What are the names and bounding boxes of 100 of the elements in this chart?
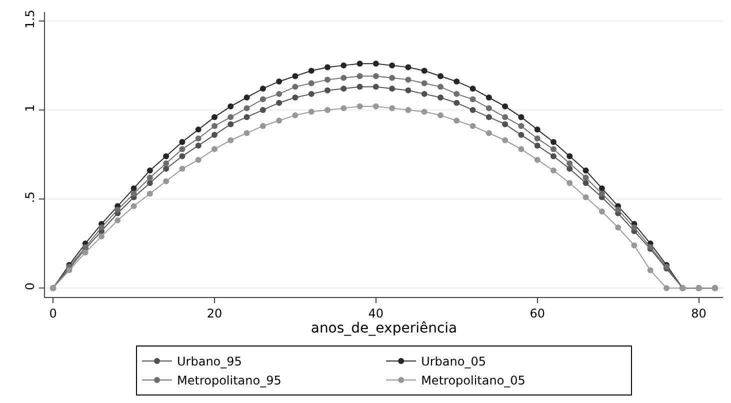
- point: [421, 108, 428, 115]
- point: [340, 62, 347, 68]
- x-tick-label: 0: [49, 306, 57, 320]
- point: [454, 118, 460, 124]
- x-tick-label: 80: [691, 306, 706, 320]
- point: [356, 84, 363, 90]
- point: [615, 206, 622, 213]
- point: [340, 105, 347, 112]
- point: [292, 112, 298, 118]
- point: [534, 135, 540, 142]
- point: [82, 249, 88, 256]
- point: [518, 146, 524, 152]
- point: [550, 153, 556, 160]
- point: [146, 190, 153, 197]
- point: [502, 137, 508, 144]
- x-axis-title: anos_de_experiência: [310, 320, 458, 336]
- point: [486, 114, 492, 120]
- x-tick-label: 20: [206, 306, 222, 320]
- point: [598, 208, 605, 214]
- point: [631, 224, 638, 231]
- point: [195, 142, 202, 149]
- x-tick-label: 40: [368, 306, 384, 320]
- point: [502, 103, 508, 110]
- point: [228, 114, 234, 120]
- legend-label: Urbano_05: [421, 354, 486, 369]
- point: [212, 132, 218, 138]
- point: [631, 242, 638, 248]
- point: [244, 94, 250, 100]
- point: [438, 73, 444, 80]
- legend-label: Metropolitano_05: [421, 374, 526, 388]
- point: [566, 160, 573, 166]
- point: [179, 139, 186, 146]
- point: [163, 160, 170, 166]
- point: [421, 90, 428, 97]
- point: [502, 114, 508, 120]
- point: [405, 76, 412, 83]
- point: [260, 123, 266, 129]
- point: [179, 153, 186, 160]
- point: [550, 168, 556, 174]
- point: [228, 103, 234, 110]
- point: [163, 178, 170, 184]
- point: [470, 86, 476, 92]
- point: [130, 203, 137, 210]
- point: [438, 94, 444, 100]
- point: [566, 153, 573, 160]
- point: [470, 96, 476, 102]
- point: [518, 132, 524, 138]
- point: [212, 146, 218, 152]
- point: [98, 224, 104, 231]
- point: [228, 137, 234, 144]
- point: [615, 224, 622, 231]
- point: [582, 174, 589, 181]
- point: [582, 180, 589, 186]
- y-tick-label: .5: [23, 192, 38, 203]
- point: [212, 123, 218, 129]
- y-tick-label: 0: [23, 282, 38, 290]
- point: [308, 108, 314, 115]
- y-tick-label: 1: [23, 104, 38, 112]
- point: [195, 156, 202, 163]
- point: [598, 190, 605, 197]
- point: [389, 86, 396, 92]
- point: [308, 68, 314, 74]
- point: [534, 156, 540, 163]
- point: [276, 90, 282, 97]
- legend-label: Metropolitano_95: [177, 374, 282, 388]
- point: [228, 121, 234, 128]
- point: [244, 130, 250, 136]
- point: [534, 142, 540, 149]
- point: [356, 73, 363, 80]
- point: [372, 103, 379, 110]
- point: [502, 121, 508, 128]
- point: [260, 96, 266, 102]
- point: [454, 90, 460, 97]
- point: [486, 105, 492, 112]
- point: [324, 106, 330, 113]
- point: [356, 103, 363, 110]
- point: [405, 106, 412, 113]
- point: [146, 180, 153, 186]
- point: [372, 84, 379, 90]
- point: [324, 64, 330, 70]
- point: [195, 135, 202, 142]
- point: [470, 106, 476, 113]
- point: [179, 146, 186, 152]
- point: [244, 105, 250, 112]
- point: [389, 105, 396, 112]
- point: [470, 123, 476, 129]
- point: [438, 84, 444, 90]
- point: [518, 123, 524, 129]
- point: [566, 180, 573, 186]
- point: [405, 87, 412, 94]
- point: [340, 74, 347, 81]
- point: [114, 206, 121, 213]
- point: [260, 106, 266, 113]
- point: [212, 114, 218, 120]
- point: [324, 76, 330, 83]
- point: [324, 87, 330, 94]
- point: [421, 68, 428, 74]
- point: [292, 73, 298, 80]
- point: [244, 114, 250, 120]
- point: [550, 146, 556, 152]
